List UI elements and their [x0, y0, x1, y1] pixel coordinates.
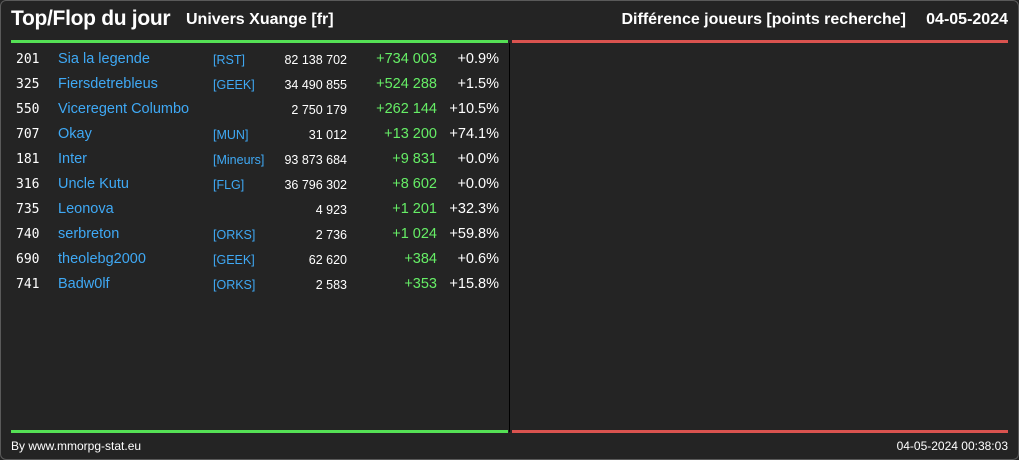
player-name-link[interactable]: Okay	[58, 126, 92, 142]
percent-change: +1.5%	[457, 76, 499, 92]
player-name-link[interactable]: Badw0lf	[58, 276, 110, 292]
player-rank: 690	[16, 252, 40, 267]
player-points: 2 736	[315, 228, 347, 242]
points-difference: +8 602	[392, 176, 437, 192]
footer-credit[interactable]: By www.mmorpg-stat.eu	[11, 439, 142, 453]
points-difference: +524 288	[376, 76, 437, 92]
player-points: 31 012	[308, 128, 347, 142]
column-divider	[509, 43, 510, 432]
universe-subtitle: Univers Xuange [fr]	[186, 11, 334, 28]
player-points: 82 138 702	[284, 53, 347, 67]
alliance-tag-link[interactable]: [GEEK]	[213, 78, 255, 92]
player-rank: 740	[16, 227, 40, 242]
player-name-link[interactable]: Uncle Kutu	[58, 176, 129, 192]
table-row: 181 Inter [Mineurs] 93 873 684 +9 831 +0.0%	[11, 147, 508, 172]
player-rank: 550	[16, 102, 40, 117]
percent-change: +0.6%	[457, 251, 499, 267]
alliance-tag-link[interactable]: [FLG]	[213, 178, 245, 192]
player-name-link[interactable]: Leonova	[58, 201, 114, 217]
table-row: 735 Leonova 4 923 +1 201 +32.3%	[11, 197, 508, 222]
table-row: 201 Sia la legende [RST] 82 138 702 +734 003…	[11, 47, 508, 72]
top-section-bottom-bar	[11, 430, 508, 433]
player-rank: 181	[16, 152, 40, 167]
points-difference: +1 024	[392, 226, 437, 242]
table-row: 325 Fiersdetrebleus [GEEK] 34 490 855 +524 2…	[11, 72, 508, 97]
points-difference: +734 003	[376, 51, 437, 67]
player-points: 34 490 855	[284, 78, 347, 92]
alliance-tag-link[interactable]: [GEEK]	[213, 253, 255, 267]
percent-change: +59.8%	[449, 226, 499, 242]
player-name-link[interactable]: Sia la legende	[58, 51, 150, 67]
table-row: 550 Viceregent Columbo 2 750 179 +262 144 +1…	[11, 97, 508, 122]
metric-title: Différence joueurs [points recherche]	[621, 11, 906, 28]
points-difference: +262 144	[376, 101, 437, 117]
page-title: Top/Flop du jour	[11, 7, 171, 30]
percent-change: +10.5%	[449, 101, 499, 117]
top-players-list: 201 Sia la legende [RST] 82 138 702 +734 003…	[11, 47, 508, 297]
player-points: 2 583	[315, 278, 347, 292]
player-rank: 735	[16, 202, 40, 217]
player-points: 36 796 302	[284, 178, 347, 192]
table-row: 740 serbreton [ORKS] 2 736 +1 024 +59.8%	[11, 222, 508, 247]
flop-section-bottom-bar	[512, 430, 1008, 433]
percent-change: +32.3%	[449, 201, 499, 217]
percent-change: +0.0%	[457, 176, 499, 192]
points-difference: +9 831	[392, 151, 437, 167]
player-name-link[interactable]: Viceregent Columbo	[58, 101, 190, 117]
player-name-link[interactable]: serbreton	[58, 226, 120, 242]
alliance-tag-link[interactable]: [MUN]	[213, 128, 249, 142]
player-rank: 201	[16, 52, 40, 67]
points-difference: +1 201	[392, 201, 437, 217]
player-rank: 325	[16, 77, 40, 92]
player-points: 4 923	[315, 203, 347, 217]
player-rank: 316	[16, 177, 40, 192]
alliance-tag-link[interactable]: [RST]	[213, 53, 245, 67]
footer-timestamp: 04-05-2024 00:38:03	[896, 439, 1008, 453]
flop-section-bar	[512, 40, 1008, 43]
player-points: 2 750 179	[291, 103, 347, 117]
player-points: 62 620	[308, 253, 347, 267]
table-row: 707 Okay [MUN] 31 012 +13 200 +74.1%	[11, 122, 508, 147]
points-difference: +384	[404, 251, 437, 267]
alliance-tag-link[interactable]: [Mineurs]	[213, 153, 265, 167]
player-points: 93 873 684	[284, 153, 347, 167]
player-name-link[interactable]: Inter	[58, 151, 88, 167]
percent-change: +15.8%	[449, 276, 499, 292]
alliance-tag-link[interactable]: [ORKS]	[213, 228, 256, 242]
points-difference: +13 200	[384, 126, 437, 142]
points-difference: +353	[404, 276, 437, 292]
player-rank: 741	[16, 277, 40, 292]
percent-change: +74.1%	[449, 126, 499, 142]
table-row: 741 Badw0lf [ORKS] 2 583 +353 +15.8%	[11, 272, 508, 297]
table-row: 316 Uncle Kutu [FLG] 36 796 302 +8 602 +0.0%	[11, 172, 508, 197]
percent-change: +0.0%	[457, 151, 499, 167]
top-section-bar	[11, 40, 508, 43]
player-name-link[interactable]: theolebg2000	[58, 251, 146, 267]
percent-change: +0.9%	[457, 51, 499, 67]
header-date: 04-05-2024	[926, 11, 1008, 28]
alliance-tag-link[interactable]: [ORKS]	[213, 278, 256, 292]
player-name-link[interactable]: Fiersdetrebleus	[58, 76, 158, 92]
player-rank: 707	[16, 127, 40, 142]
table-row: 690 theolebg2000 [GEEK] 62 620 +384 +0.6%	[11, 247, 508, 272]
